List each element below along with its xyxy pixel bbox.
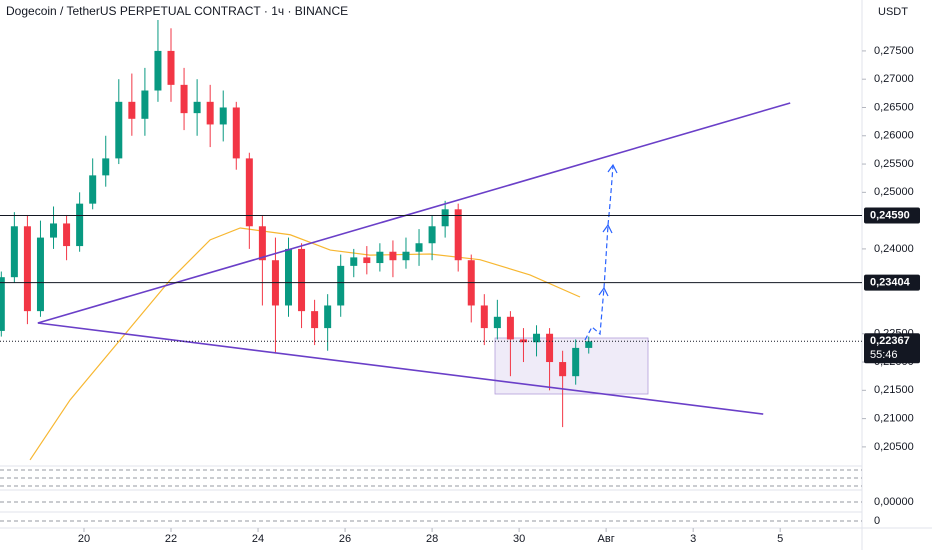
x-tick-label: 20 (78, 533, 90, 545)
last-price-box (864, 333, 920, 364)
candle-body (493, 316, 501, 329)
candle-body (154, 50, 162, 91)
candle-body (258, 226, 266, 261)
arrow-head (598, 286, 609, 297)
candle-body (298, 248, 306, 312)
level-label: 0,24590 (870, 209, 910, 221)
candle-body (376, 251, 384, 264)
y-tick-label: 0,26000 (874, 130, 914, 142)
y-tick-label: 0,20500 (874, 441, 914, 453)
arrow (584, 287, 605, 341)
x-tick-label: 28 (426, 533, 438, 545)
countdown: 55:46 (870, 349, 898, 361)
level-label-box (864, 207, 920, 224)
plot-area (0, 20, 791, 461)
projection-arrows (584, 164, 614, 341)
candle-body (428, 226, 436, 244)
arrow-heads (598, 163, 618, 297)
candle-body (76, 203, 84, 247)
candle-body (23, 226, 31, 312)
candle-body (219, 107, 227, 125)
x-tick-label: 30 (513, 533, 525, 545)
currency: USDT (878, 6, 908, 18)
candle-body (193, 101, 201, 114)
candle-body (363, 257, 371, 264)
candle-body (284, 248, 292, 306)
candle-body (324, 305, 332, 329)
x-tick-label: 3 (690, 533, 696, 545)
x-tick-label: 24 (252, 533, 264, 545)
candle-body (585, 341, 593, 348)
x-tick-label: Авг (598, 533, 615, 545)
candle-body (559, 362, 567, 377)
candle-body (115, 101, 123, 159)
candle-body (454, 209, 462, 261)
level-label: 0,23404 (870, 277, 911, 289)
candle-body (206, 101, 214, 125)
x-tick-label: 26 (339, 533, 351, 545)
y-tick-label: 0,27500 (874, 45, 914, 57)
range-box (494, 337, 649, 395)
trendline (37, 322, 764, 415)
y-tick-label: 0,24000 (874, 243, 914, 255)
candle-body (337, 265, 345, 306)
candle-body (232, 107, 240, 159)
candle-body (350, 257, 358, 266)
candle-body (506, 316, 514, 340)
arrow-head (607, 163, 618, 174)
candle-body (10, 226, 18, 278)
candle-body (311, 311, 319, 329)
x-tick-label: 22 (165, 533, 177, 545)
trendline (37, 102, 791, 324)
chart-title: Dogecoin / TetherUS PERPETUAL CONTRACT ·… (6, 4, 348, 18)
candle-body (441, 209, 449, 227)
y-tick-label: 0,26500 (874, 101, 914, 113)
arrow-head (602, 223, 613, 234)
indicator-label: 0,00000 (874, 496, 914, 508)
candle-body (36, 237, 44, 312)
last-price-label: 0,22367 (870, 335, 910, 347)
indicator-label: 0 (874, 515, 880, 527)
candle-body (415, 243, 423, 252)
candle-body (180, 84, 188, 114)
indicator-panels: 0,00000 0 (0, 465, 914, 527)
candle-body (402, 251, 410, 261)
level-label-box (864, 274, 920, 291)
arrow (603, 224, 609, 289)
candle-body (102, 158, 110, 176)
moving-average (29, 227, 581, 461)
y-tick-label: 0,21000 (874, 413, 914, 425)
candle-body (245, 158, 253, 227)
candle-body (533, 333, 541, 343)
candle-body (63, 223, 71, 247)
candle-body (546, 333, 554, 363)
y-tick-label: 0,21500 (874, 384, 914, 396)
candle-body (50, 223, 58, 238)
x-tick-label: 5 (777, 533, 783, 545)
candle-body (480, 305, 488, 329)
candle-body (389, 251, 397, 261)
candle-body (519, 339, 527, 343)
candle-body (89, 175, 97, 204)
y-tick-label: 0,25500 (874, 158, 914, 170)
y-tick-label: 0,27000 (874, 73, 914, 85)
candle-body (128, 101, 136, 119)
candle-body (0, 277, 5, 331)
candle-body (141, 90, 149, 119)
candle-body (167, 50, 175, 85)
y-tick-label: 0,25000 (874, 186, 914, 198)
candle-body (572, 347, 580, 377)
